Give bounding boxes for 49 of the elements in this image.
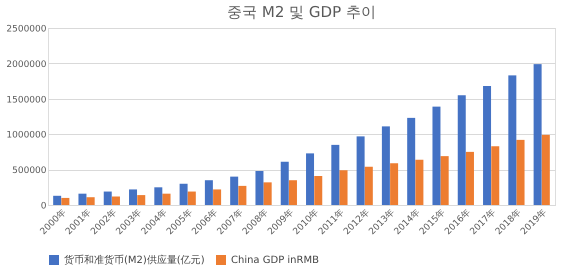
bar — [86, 197, 95, 205]
bar — [280, 162, 289, 205]
bar — [356, 136, 365, 205]
y-tick-label: 1500000 — [6, 95, 47, 106]
bar — [516, 140, 525, 205]
bar — [458, 95, 466, 205]
bar — [180, 184, 188, 205]
bar — [407, 118, 416, 205]
bar — [390, 163, 398, 205]
bar — [230, 176, 238, 205]
y-tick-label: 2000000 — [6, 60, 47, 70]
bar — [491, 146, 500, 205]
bar — [314, 176, 322, 205]
y-tick-label: 1000000 — [6, 130, 47, 141]
bar — [154, 187, 162, 205]
bar — [238, 186, 246, 205]
chart-title: 중국 M2 및 GDP 추이 — [227, 3, 376, 21]
bar — [61, 198, 70, 205]
bar — [466, 152, 474, 205]
bar — [53, 196, 62, 205]
bar — [162, 194, 171, 205]
bar — [306, 153, 314, 205]
bar — [542, 134, 550, 205]
bar — [204, 180, 213, 205]
bar — [483, 86, 492, 205]
bar — [382, 126, 390, 205]
bar — [331, 144, 340, 205]
bar — [508, 75, 516, 205]
bar — [112, 196, 120, 205]
bar — [255, 171, 264, 205]
bar — [129, 189, 138, 205]
bar — [415, 160, 424, 205]
bar — [534, 64, 542, 205]
bar — [188, 192, 196, 205]
bar — [364, 166, 373, 205]
bar — [288, 180, 297, 205]
bar — [104, 192, 112, 205]
y-tick-label: 2500000 — [6, 24, 47, 34]
y-tick-label: 0 — [40, 202, 47, 212]
bar — [440, 156, 449, 205]
legend-label: 货币和准货币(M2)供应量(亿元) — [64, 254, 205, 266]
bar — [137, 195, 146, 205]
bar — [432, 106, 440, 205]
bar — [340, 170, 348, 205]
y-tick-label: 500000 — [12, 166, 47, 176]
bar — [264, 182, 272, 205]
legend-label: China GDP inRMB — [231, 255, 320, 266]
bar — [213, 189, 222, 205]
bar — [78, 194, 86, 205]
